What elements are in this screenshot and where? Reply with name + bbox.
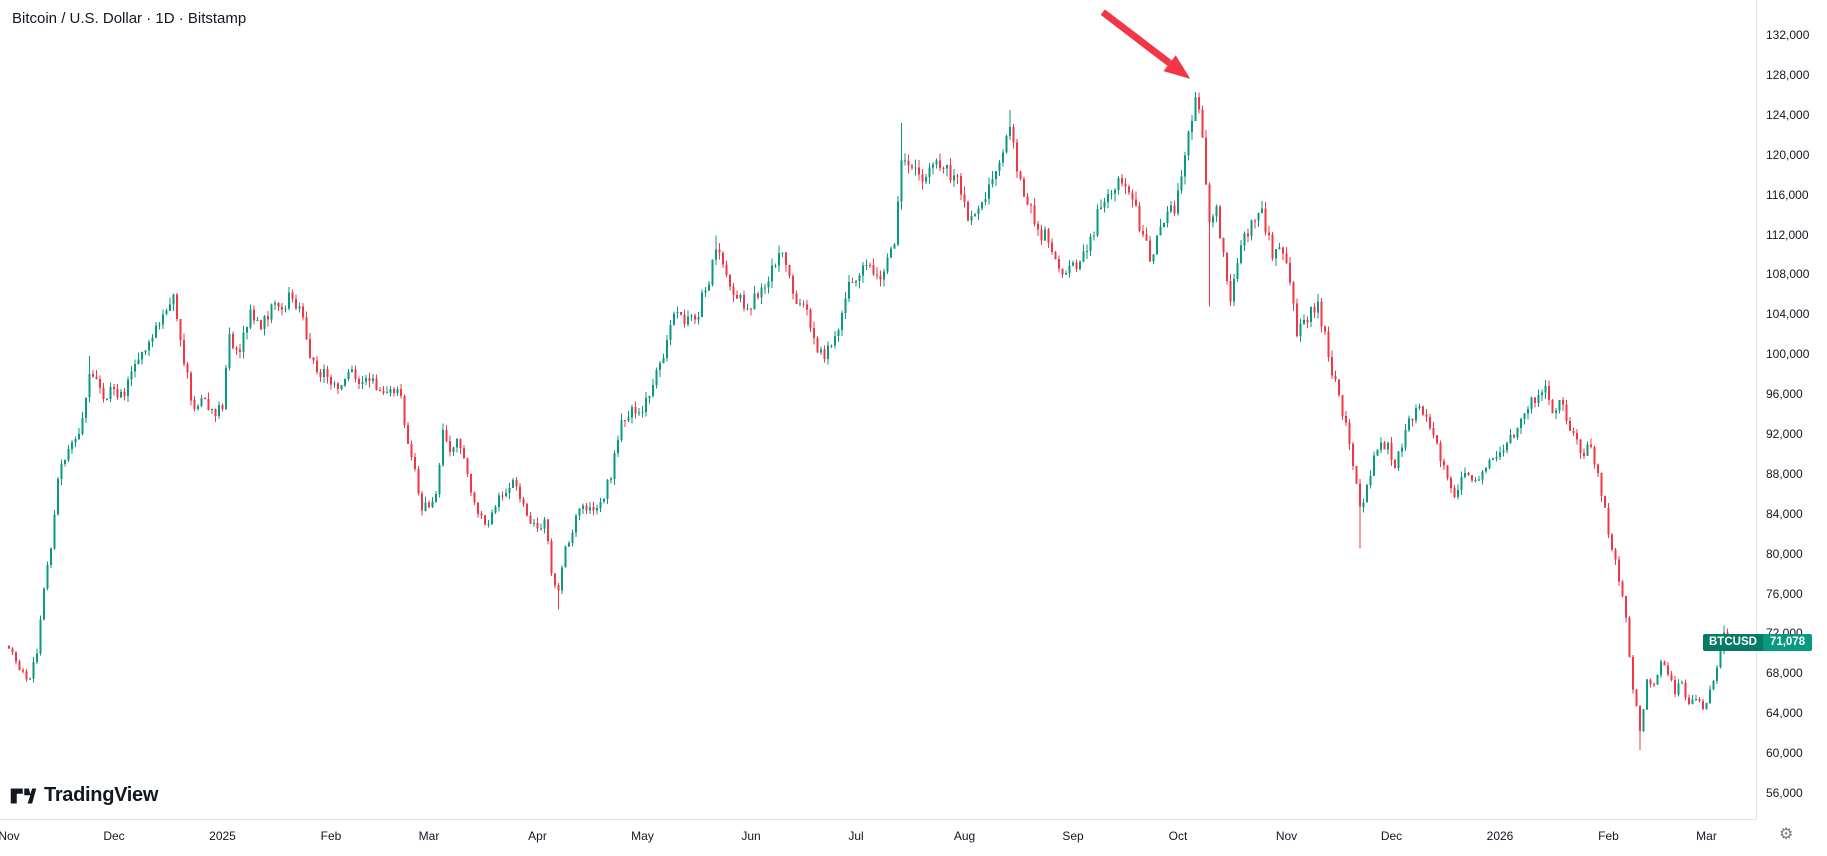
price-tick: 104,000 (1766, 307, 1810, 322)
time-tick: Feb (320, 829, 342, 843)
price-tick: 108,000 (1766, 267, 1810, 282)
time-tick: 2025 (209, 829, 236, 843)
arrow-annotation[interactable] (0, 0, 1757, 820)
time-tick: Mar (418, 829, 440, 843)
price-tick: 76,000 (1766, 586, 1803, 601)
symbol-title[interactable]: Bitcoin / U.S. Dollar · 1D · Bitstamp (12, 10, 247, 27)
price-tick: 128,000 (1766, 67, 1810, 82)
chart-plot-area[interactable]: Bitcoin / U.S. Dollar · 1D · Bitstamp Tr… (0, 0, 1757, 820)
time-tick: 2026 (1486, 829, 1514, 843)
time-tick: Feb (1598, 829, 1619, 843)
time-tick: Apr (528, 829, 547, 843)
price-tick: 56,000 (1766, 786, 1803, 800)
time-scale[interactable]: Nov Dec 2025 Feb Mar Apr May Jun Jul Aug Sep Oct Nov… (0, 821, 1757, 856)
price-tick: 100,000 (1766, 347, 1810, 362)
tradingview-logo-icon (10, 788, 37, 803)
badge-price-value: 71,078 (1762, 634, 1813, 652)
price-tick: 84,000 (1766, 506, 1803, 521)
candlestick-series (7, 91, 1729, 751)
time-tick: Mar (1696, 829, 1717, 843)
time-tick: May (631, 829, 654, 843)
price-tick: 80,000 (1766, 546, 1803, 561)
badge-symbol-label: BTCUSD (1703, 634, 1763, 652)
time-tick: Nov (1275, 829, 1298, 843)
time-tick: Dec (103, 829, 125, 843)
price-tick: 120,000 (1766, 147, 1810, 162)
price-tick: 132,000 (1766, 28, 1810, 42)
price-tick: 124,000 (1766, 107, 1810, 122)
price-tick: 112,000 (1766, 227, 1809, 242)
price-tick: 60,000 (1766, 746, 1803, 761)
time-tick: Sep (1062, 829, 1084, 843)
price-tick: 96,000 (1766, 387, 1803, 402)
tradingview-logo[interactable]: TradingView (10, 784, 158, 807)
price-tick: 116,000 (1766, 187, 1809, 202)
time-tick: Aug (953, 829, 976, 843)
time-tick: Dec (1380, 829, 1403, 843)
price-tick: 68,000 (1766, 666, 1803, 681)
time-tick: Jul (848, 829, 864, 843)
price-tick: 88,000 (1766, 466, 1803, 481)
gear-icon[interactable]: ⚙ (1779, 826, 1794, 843)
time-tick: Nov (0, 829, 20, 843)
price-scale[interactable]: 132,000 128,000 124,000 120,000 116,000 112,0… (1758, 0, 1827, 820)
price-tick: 64,000 (1766, 706, 1803, 721)
price-tick: 92,000 (1766, 426, 1803, 441)
tradingview-logo-text: TradingView (44, 784, 159, 806)
last-price-badge: BTCUSD 71,078 (1703, 634, 1813, 652)
time-tick: Oct (1168, 829, 1188, 843)
time-tick: Jun (741, 829, 761, 843)
